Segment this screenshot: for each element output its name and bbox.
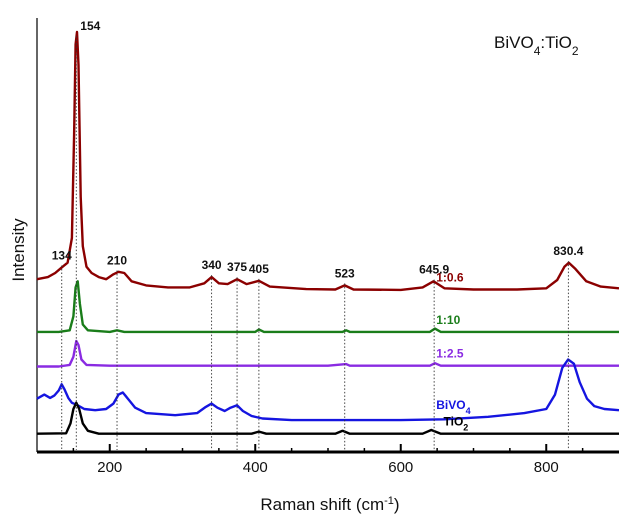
peak-label: 523 xyxy=(335,266,355,280)
peak-label: 405 xyxy=(249,262,269,276)
series-label: 1:0.6 xyxy=(436,271,464,285)
x-axis-title: Raman shift (cm-1) xyxy=(260,495,399,514)
series-line xyxy=(36,358,619,422)
peak-label: 134 xyxy=(52,248,72,262)
x-tick-label: 600 xyxy=(388,459,413,476)
peak-label: 340 xyxy=(202,258,222,272)
peak-label: 210 xyxy=(107,253,127,267)
series-line xyxy=(36,401,619,435)
x-tick-label: 800 xyxy=(534,459,559,476)
peak-label: 645.9 xyxy=(419,263,449,277)
peak-label: 375 xyxy=(227,260,247,274)
series-line xyxy=(36,30,619,292)
peak-label: 154 xyxy=(80,19,100,33)
x-tick-label: 400 xyxy=(243,459,268,476)
peak-label: 830.4 xyxy=(553,244,583,258)
series-label: TiO2 xyxy=(444,415,469,433)
y-axis-title: Intensity xyxy=(9,218,28,282)
x-tick-label: 200 xyxy=(97,459,122,476)
series-label: 1:10 xyxy=(436,313,460,327)
series-label: 1:2.5 xyxy=(436,347,464,361)
series-label: BiVO4 xyxy=(436,398,470,416)
series-line xyxy=(37,280,619,334)
chart-title: BiVO4:TiO2 xyxy=(494,33,579,58)
series-line xyxy=(37,339,619,368)
